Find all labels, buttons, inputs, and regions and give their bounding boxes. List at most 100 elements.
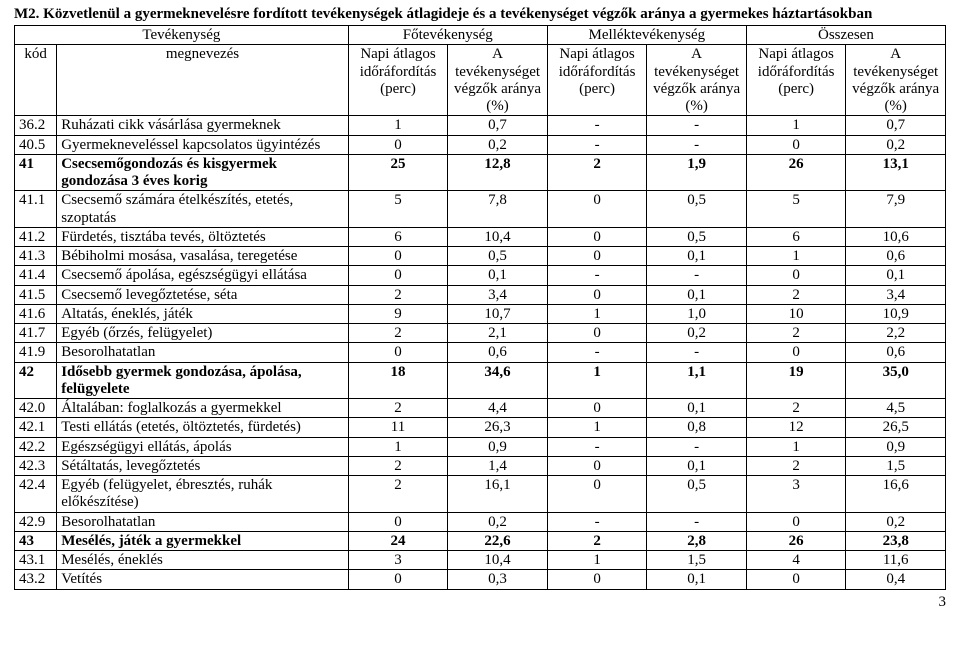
cell-value: 3,4: [846, 285, 946, 304]
table-row: 42.2Egészségügyi ellátás, ápolás10,9--10…: [15, 437, 946, 456]
cell-value: 2: [348, 476, 448, 513]
cell-megnevezes: Általában: foglalkozás a gyermekkel: [57, 399, 349, 418]
cell-megnevezes: Csecsemőgondozás és kisgyermek gondozása…: [57, 154, 349, 191]
cell-kod: 41.1: [15, 191, 57, 228]
cell-value: 0,1: [647, 399, 747, 418]
cell-value: 26,3: [448, 418, 548, 437]
cell-value: 6: [348, 227, 448, 246]
table-row: 43Mesélés, játék a gyermekkel2422,622,82…: [15, 531, 946, 550]
cell-value: 2: [547, 531, 647, 550]
header-osszesen: Összesen: [746, 26, 945, 45]
cell-value: 9: [348, 304, 448, 323]
table-row: 41.1Csecsemő számára ételkészítés, eteté…: [15, 191, 946, 228]
cell-value: 2: [547, 154, 647, 191]
cell-value: 0,5: [647, 227, 747, 246]
cell-value: 5: [348, 191, 448, 228]
cell-value: 2: [746, 285, 846, 304]
cell-value: 10: [746, 304, 846, 323]
cell-kod: 41.7: [15, 324, 57, 343]
cell-megnevezes: Egyéb (őrzés, felügyelet): [57, 324, 349, 343]
table-row: 40.5Gyermekneveléssel kapcsolatos ügyint…: [15, 135, 946, 154]
cell-value: 0: [547, 570, 647, 589]
cell-value: 2,2: [846, 324, 946, 343]
cell-value: 3: [746, 476, 846, 513]
cell-value: 10,4: [448, 227, 548, 246]
cell-value: 2: [348, 324, 448, 343]
table-row: 41.4Csecsemő ápolása, egészségügyi ellát…: [15, 266, 946, 285]
cell-megnevezes: Sétáltatás, levegőztetés: [57, 456, 349, 475]
document-page: M2. Közvetlenül a gyermeknevelésre fordí…: [0, 0, 960, 621]
table-row: 42.0Általában: foglalkozás a gyermekkel2…: [15, 399, 946, 418]
cell-value: 26: [746, 154, 846, 191]
cell-value: 1: [746, 437, 846, 456]
cell-kod: 42.0: [15, 399, 57, 418]
cell-value: 11: [348, 418, 448, 437]
cell-kod: 41.4: [15, 266, 57, 285]
header-mellektevekenyseg: Melléktevékenység: [547, 26, 746, 45]
cell-kod: 41: [15, 154, 57, 191]
cell-value: 13,1: [846, 154, 946, 191]
cell-kod: 42.2: [15, 437, 57, 456]
cell-value: -: [647, 343, 747, 362]
cell-value: -: [647, 116, 747, 135]
cell-value: 10,7: [448, 304, 548, 323]
cell-value: 1,9: [647, 154, 747, 191]
cell-kod: 41.2: [15, 227, 57, 246]
cell-value: 2: [746, 456, 846, 475]
cell-megnevezes: Mesélés, játék a gyermekkel: [57, 531, 349, 550]
table-row: 41.7Egyéb (őrzés, felügyelet)22,100,222,…: [15, 324, 946, 343]
cell-value: 0: [746, 570, 846, 589]
table-row: 41.9Besorolhatatlan00,6--00,6: [15, 343, 946, 362]
cell-value: 0: [547, 227, 647, 246]
cell-value: 22,6: [448, 531, 548, 550]
cell-value: 6: [746, 227, 846, 246]
cell-kod: 40.5: [15, 135, 57, 154]
cell-value: 2: [348, 456, 448, 475]
header-row-2: kód megnevezés Napi átlagos időráfordítá…: [15, 45, 946, 116]
cell-value: -: [647, 437, 747, 456]
cell-megnevezes: Csecsemő számára ételkészítés, etetés, s…: [57, 191, 349, 228]
cell-value: 1: [348, 437, 448, 456]
cell-kod: 36.2: [15, 116, 57, 135]
cell-value: 23,8: [846, 531, 946, 550]
cell-value: 2: [348, 285, 448, 304]
cell-value: 0: [348, 266, 448, 285]
cell-value: 10,9: [846, 304, 946, 323]
cell-value: 0,1: [647, 570, 747, 589]
cell-kod: 42.4: [15, 476, 57, 513]
cell-value: -: [547, 512, 647, 531]
cell-value: 0,5: [647, 191, 747, 228]
cell-value: 1,4: [448, 456, 548, 475]
cell-value: 2,8: [647, 531, 747, 550]
cell-kod: 41.9: [15, 343, 57, 362]
page-number: 3: [14, 590, 946, 611]
cell-value: 0,2: [448, 135, 548, 154]
cell-value: -: [547, 266, 647, 285]
cell-value: 1: [547, 551, 647, 570]
cell-value: 0: [746, 343, 846, 362]
cell-kod: 41.5: [15, 285, 57, 304]
cell-kod: 42.9: [15, 512, 57, 531]
cell-value: 1: [746, 116, 846, 135]
cell-value: 24: [348, 531, 448, 550]
cell-megnevezes: Mesélés, éneklés: [57, 551, 349, 570]
cell-value: 0,2: [647, 324, 747, 343]
table-row: 42.9Besorolhatatlan00,2--00,2: [15, 512, 946, 531]
cell-value: -: [547, 343, 647, 362]
cell-value: 1,5: [647, 551, 747, 570]
table-header: Tevékenység Főtevékenység Melléktevékeny…: [15, 26, 946, 116]
cell-value: 0,2: [448, 512, 548, 531]
cell-value: 0,9: [448, 437, 548, 456]
cell-value: 0: [348, 135, 448, 154]
header-tevekenyseg: Tevékenység: [15, 26, 349, 45]
header-megnevezes: megnevezés: [57, 45, 349, 116]
table-row: 42Idősebb gyermek gondozása, ápolása, fe…: [15, 362, 946, 399]
cell-value: 12,8: [448, 154, 548, 191]
cell-value: 11,6: [846, 551, 946, 570]
cell-megnevezes: Idősebb gyermek gondozása, ápolása, felü…: [57, 362, 349, 399]
cell-value: 0: [348, 512, 448, 531]
cell-value: -: [647, 135, 747, 154]
cell-value: 0: [547, 247, 647, 266]
cell-value: 0: [547, 476, 647, 513]
header-fotevekenyseg: Főtevékenység: [348, 26, 547, 45]
